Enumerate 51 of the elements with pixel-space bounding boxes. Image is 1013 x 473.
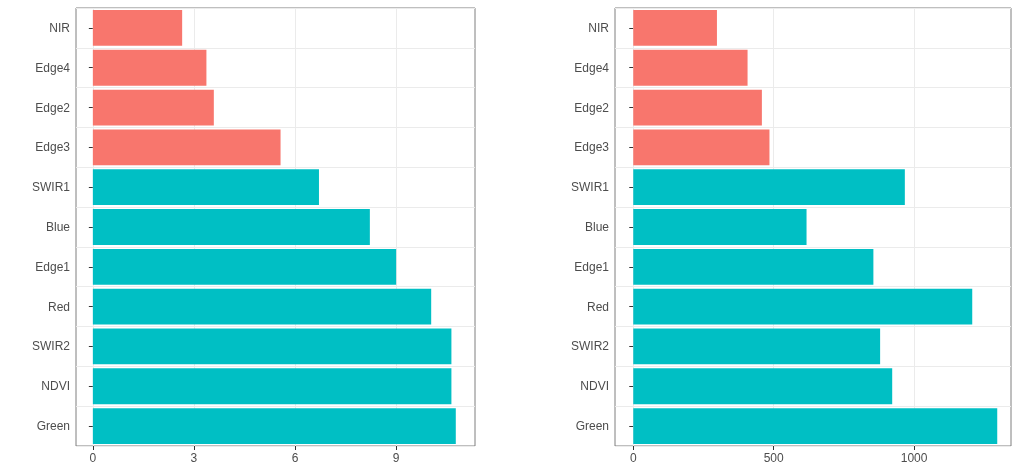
y-tick-label: Edge4 bbox=[574, 60, 610, 75]
bar bbox=[633, 169, 905, 206]
y-tick-label: Edge1 bbox=[574, 259, 610, 274]
bar bbox=[92, 328, 452, 365]
bar bbox=[633, 408, 998, 445]
y-tick-label: NIR bbox=[49, 20, 71, 35]
y-tick-label: Edge3 bbox=[35, 140, 71, 155]
y-tick-label: SWIR1 bbox=[570, 180, 610, 195]
y-tick-label: NDVI bbox=[580, 379, 609, 394]
y-tick-label: Red bbox=[47, 299, 70, 314]
bar bbox=[633, 328, 881, 365]
bar bbox=[633, 248, 874, 285]
bar bbox=[633, 209, 807, 245]
bar bbox=[633, 368, 893, 405]
x-tick-label: 0 bbox=[89, 451, 97, 465]
bar bbox=[92, 169, 319, 206]
bar bbox=[92, 129, 281, 166]
bar bbox=[633, 89, 762, 126]
bar bbox=[92, 248, 397, 285]
y-tick-label: Green bbox=[575, 419, 609, 434]
bar bbox=[92, 49, 207, 86]
y-tick-label: Edge2 bbox=[35, 100, 71, 115]
y-tick-label: Edge3 bbox=[574, 140, 610, 155]
bar bbox=[92, 9, 183, 46]
bar bbox=[92, 89, 214, 126]
bar bbox=[633, 9, 717, 46]
y-tick-label: SWIR1 bbox=[31, 180, 71, 195]
y-tick-label: NDVI bbox=[41, 379, 70, 394]
bar bbox=[633, 129, 770, 166]
y-tick-label: SWIR2 bbox=[31, 339, 71, 354]
bar bbox=[92, 408, 456, 445]
y-tick-label: Edge1 bbox=[35, 259, 71, 274]
y-tick-label: Green bbox=[36, 419, 70, 434]
x-tick-label: 9 bbox=[392, 451, 400, 465]
y-tick-label: Edge4 bbox=[35, 60, 71, 75]
y-tick-label: SWIR2 bbox=[570, 339, 610, 354]
x-tick-label: 0 bbox=[629, 451, 637, 465]
x-tick-label: 6 bbox=[291, 451, 299, 465]
bar bbox=[92, 209, 370, 245]
y-tick-label: Blue bbox=[45, 220, 71, 234]
y-tick-label: Blue bbox=[584, 220, 610, 234]
bar bbox=[633, 49, 748, 86]
bar bbox=[92, 368, 452, 405]
x-tick-label: 3 bbox=[190, 451, 198, 465]
bar bbox=[92, 288, 432, 325]
x-tick-label: 1000 bbox=[900, 451, 928, 465]
y-tick-label: Red bbox=[586, 299, 609, 314]
x-tick-label: 500 bbox=[763, 451, 785, 465]
y-tick-label: NIR bbox=[588, 20, 610, 35]
y-tick-label: Edge2 bbox=[574, 100, 610, 115]
bar bbox=[633, 288, 973, 325]
